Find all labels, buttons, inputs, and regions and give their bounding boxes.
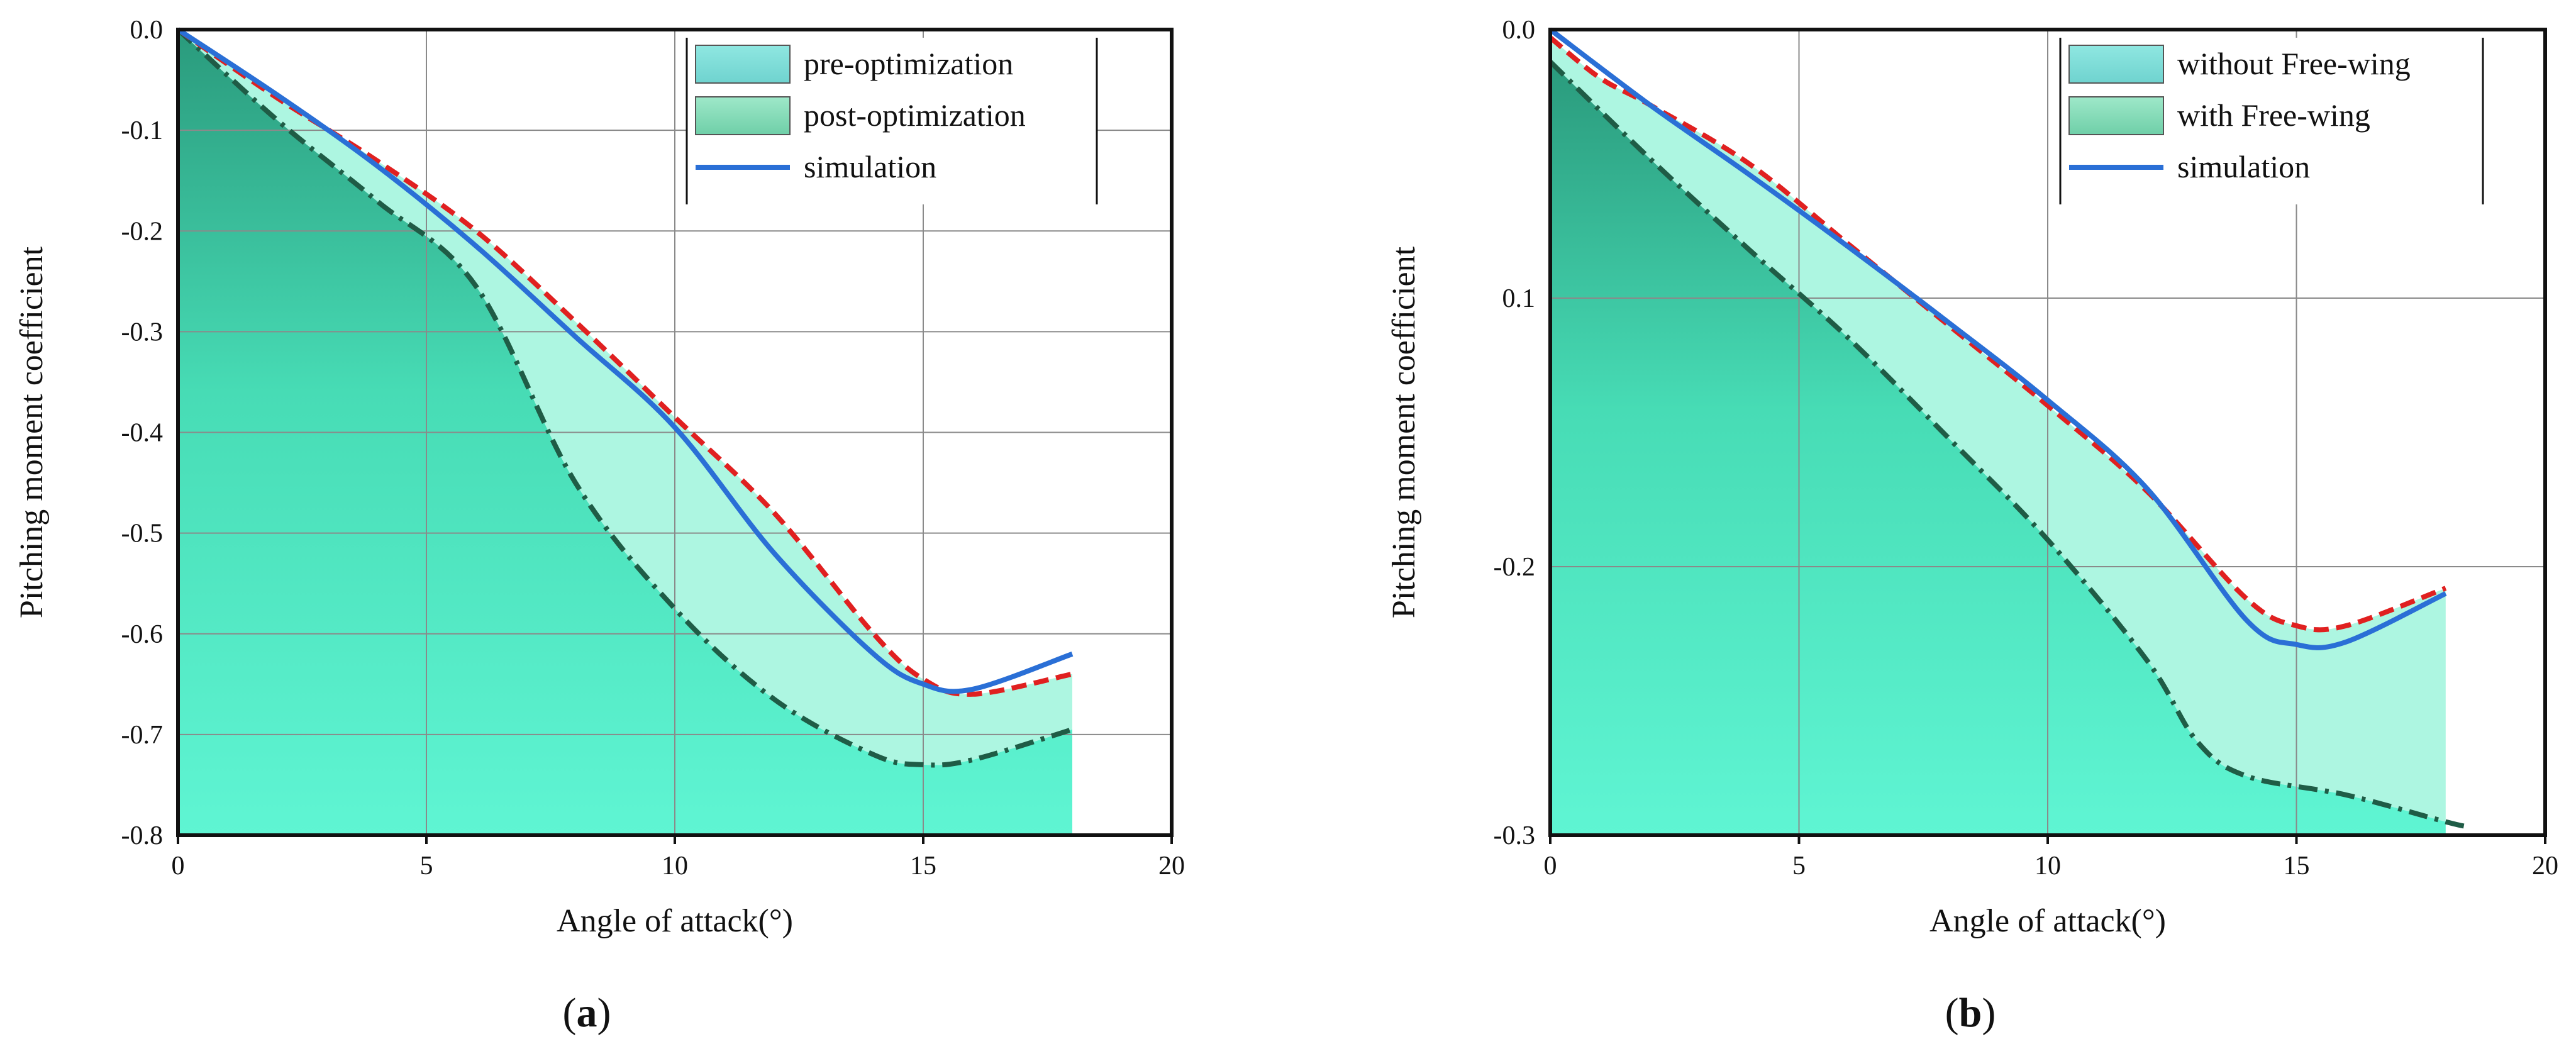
legend-label-2: with Free-wing	[2177, 97, 2370, 133]
x-axis-label: Angle of attack(°)	[557, 903, 793, 939]
y-tick-label: 0.0	[130, 16, 164, 45]
x-tick-label: 20	[1158, 852, 1185, 880]
y-tick-label: -0.8	[121, 821, 164, 850]
series-line-with-free-wing	[1548, 35, 2447, 633]
x-tick-label: 10	[2035, 852, 2061, 880]
series-line-simulation	[1548, 27, 2447, 650]
y-tick-label: -0.4	[121, 419, 164, 448]
y-tick-label: -0.2	[1494, 553, 1536, 582]
legend-swatch-2	[2068, 96, 2164, 135]
x-tick-label: 15	[2284, 852, 2310, 880]
x-tick-label: 10	[662, 852, 688, 880]
area-post-optimization	[178, 30, 1072, 765]
legend: without Free-wing with Free-wing simulatio…	[2059, 38, 2484, 204]
legend-label-3: simulation	[804, 149, 936, 184]
x-tick-label: 5	[420, 852, 433, 880]
x-tick-label: 0	[172, 852, 185, 880]
y-tick-label: -0.5	[121, 519, 164, 548]
legend-swatch-2	[695, 96, 791, 135]
legend-label-1: without Free-wing	[2177, 46, 2411, 81]
legend-swatch-1	[695, 45, 791, 84]
y-tick-label: -0.3	[1494, 821, 1536, 850]
series-line-simulation	[176, 27, 1074, 694]
x-tick-label: 0	[1544, 852, 1557, 880]
x-axis-label: Angle of attack(°)	[1929, 903, 2166, 939]
y-axis-label: Pitching moment coefficient	[14, 246, 50, 618]
x-tick-label: 15	[910, 852, 936, 880]
series-line-without-free-wing	[1548, 60, 2472, 830]
y-tick-label: -0.7	[121, 721, 164, 750]
x-tick-label: 5	[1792, 852, 1806, 880]
series-line-pre-optimization	[176, 28, 1074, 768]
y-tick-label: -0.2	[121, 217, 164, 246]
chart-a: 0 5 10 15 20 0.0 -0.1 -0.2 -0.3 -0.4 -0.5 -0.6 -0.7 -…	[14, 16, 1185, 1036]
y-tick-label: -0.6	[121, 620, 164, 649]
y-tick-label: -0.1	[121, 116, 164, 145]
area-without-free-wing	[1550, 62, 2446, 836]
legend-swatch-1	[2068, 45, 2164, 84]
legend-label-1: pre-optimization	[804, 46, 1013, 81]
chart-b: 0 5 10 15 20 0.0 0.1 -0.2 -0.3 Angle of attack(°)…	[1386, 16, 2558, 1036]
y-tick-label: -0.3	[121, 318, 164, 347]
area-with-free-wing	[1550, 37, 2446, 822]
x-tick-label: 20	[2532, 852, 2558, 880]
legend-label-2: post-optimization	[804, 97, 1026, 133]
y-tick-label: 0.0	[1502, 16, 1536, 45]
panel-label: (a)	[563, 990, 611, 1036]
y-axis-label: Pitching moment coefficient	[1386, 246, 1422, 618]
legend-label-3: simulation	[2177, 149, 2310, 184]
panel-label: (b)	[1945, 990, 1996, 1036]
legend: pre-optimization post-optimization simulat…	[686, 38, 1098, 204]
y-tick-label: 0.1	[1502, 284, 1536, 313]
